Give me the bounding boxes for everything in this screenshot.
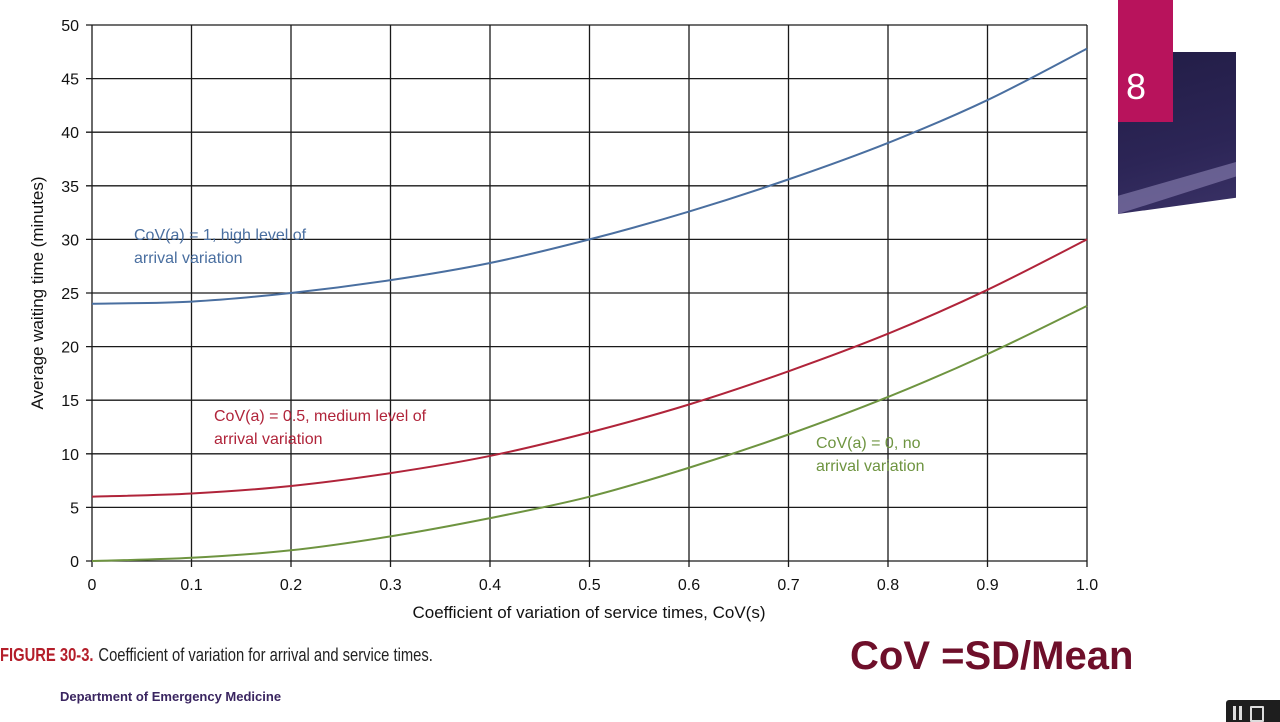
- x-tick-label: 0.2: [280, 577, 302, 594]
- figure-caption: FIGURE 30-3. Coefficient of variation for…: [0, 645, 433, 666]
- y-tick-label: 35: [61, 179, 79, 196]
- x-tick-label: 0.6: [678, 577, 700, 594]
- y-tick-label: 45: [61, 72, 79, 89]
- series-line-2: [91, 304, 1088, 562]
- fullscreen-icon[interactable]: [1250, 706, 1264, 722]
- x-tick-label: 1.0: [1076, 577, 1098, 594]
- grid: [86, 24, 1088, 567]
- series-annotation-line: CoV(a) = 0, no: [816, 435, 921, 452]
- video-player-controls: [1226, 700, 1280, 722]
- series-annotation-line: CoV(a) = 0.5, medium level of: [214, 408, 427, 425]
- y-tick-label: 30: [61, 232, 79, 249]
- slide-number-badge: 8: [1118, 0, 1238, 216]
- pause-icon[interactable]: [1233, 706, 1243, 720]
- series-annotation-line: arrival variation: [134, 250, 242, 267]
- line-chart: 0 0.1 0.2 0.3 0.4 0.5 0.6 0.7 0.8 0.9 1.0 0 5 10 15 20…: [28, 18, 1099, 622]
- y-tick-label: 20: [61, 340, 79, 357]
- x-tick-label: 0: [88, 577, 97, 594]
- series-line-0: [91, 47, 1088, 305]
- badge-pink-panel: [1118, 0, 1173, 122]
- x-tick-label: 0.3: [379, 577, 401, 594]
- y-axis-title: Average waiting time (minutes): [28, 176, 47, 409]
- x-tick-label: 0.5: [578, 577, 600, 594]
- figure-caption-text: Coefficient of variation for arrival and…: [98, 645, 433, 665]
- figure-label: FIGURE 30-3.: [0, 645, 94, 665]
- series-annotation-0: CoV(a) = 1, high level of arrival variati…: [134, 227, 307, 267]
- slide-number: 8: [1125, 66, 1147, 107]
- y-axis-ticks: 0 5 10 15 20 25 30 35 40 45 50: [61, 18, 79, 571]
- cov-formula: CoV =SD/Mean: [850, 634, 1134, 678]
- y-tick-label: 5: [70, 500, 79, 517]
- series-annotation-line: arrival variation: [816, 458, 924, 475]
- series-lines: [91, 47, 1088, 562]
- series-annotations: CoV(a) = 1, high level of arrival variati…: [134, 227, 924, 475]
- x-tick-label: 0.4: [479, 577, 501, 594]
- y-tick-label: 15: [61, 393, 79, 410]
- y-tick-label: 50: [61, 18, 79, 35]
- y-tick-label: 25: [61, 286, 79, 303]
- series-annotation-2: CoV(a) = 0, no arrival variation: [816, 435, 924, 475]
- series-line-1: [91, 238, 1088, 498]
- series-annotation-line: arrival variation: [214, 431, 322, 448]
- series-annotation-line: CoV(a) = 1, high level of: [134, 227, 307, 244]
- x-tick-label: 0.7: [777, 577, 799, 594]
- x-tick-label: 0.1: [180, 577, 202, 594]
- y-tick-label: 0: [70, 554, 79, 571]
- x-axis-title: Coefficient of variation of service time…: [412, 603, 765, 622]
- x-tick-label: 0.8: [877, 577, 899, 594]
- x-axis-ticks: 0 0.1 0.2 0.3 0.4 0.5 0.6 0.7 0.8 0.9 1.0: [88, 577, 1099, 594]
- y-tick-label: 10: [61, 447, 79, 464]
- y-tick-label: 40: [61, 125, 79, 142]
- x-tick-label: 0.9: [976, 577, 998, 594]
- department-name: Department of Emergency Medicine: [60, 689, 282, 704]
- series-annotation-1: CoV(a) = 0.5, medium level of arrival var…: [214, 408, 427, 448]
